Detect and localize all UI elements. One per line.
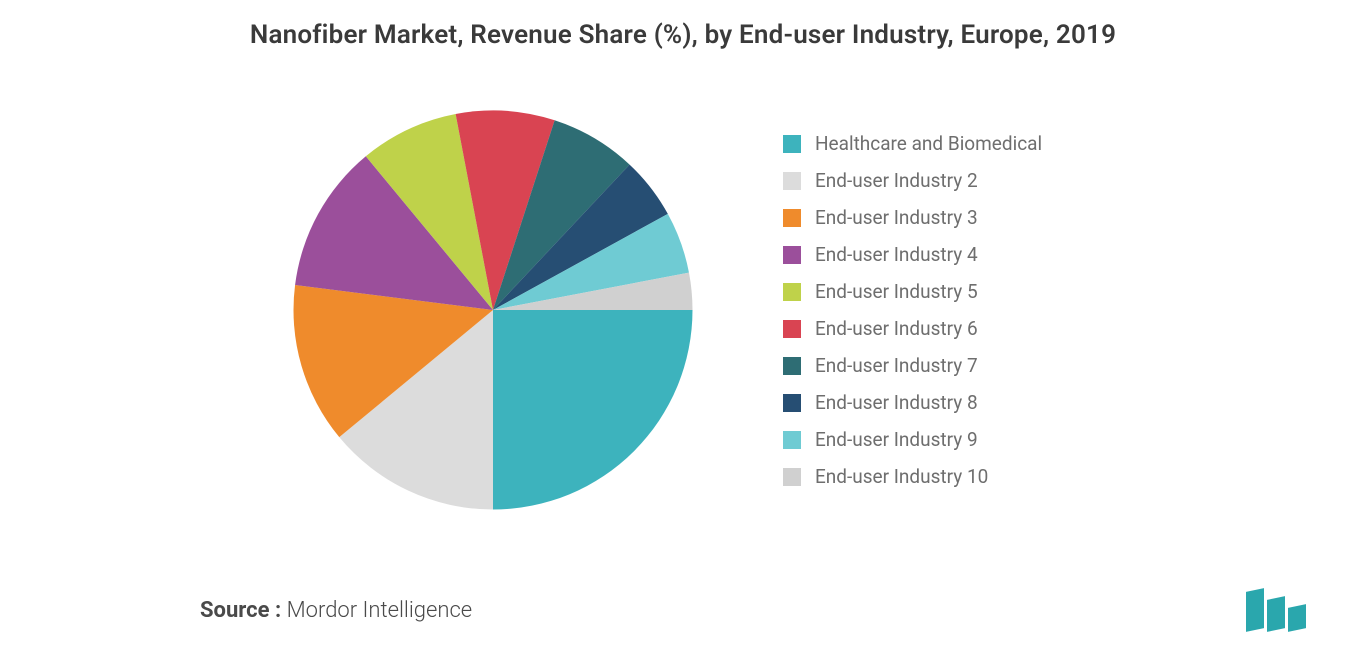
legend-swatch-icon xyxy=(783,357,801,375)
legend-item: End-user Industry 10 xyxy=(783,465,1083,488)
legend-swatch-icon xyxy=(783,468,801,486)
legend-item: End-user Industry 5 xyxy=(783,280,1083,303)
legend-item: End-user Industry 8 xyxy=(783,391,1083,414)
legend-item: End-user Industry 9 xyxy=(783,428,1083,451)
pie-slice xyxy=(493,310,693,510)
legend-item: End-user Industry 4 xyxy=(783,243,1083,266)
legend-swatch-icon xyxy=(783,172,801,190)
legend-swatch-icon xyxy=(783,283,801,301)
legend-swatch-icon xyxy=(783,135,801,153)
legend-swatch-icon xyxy=(783,209,801,227)
legend-label: Healthcare and Biomedical xyxy=(815,132,1042,155)
legend-label: End-user Industry 10 xyxy=(815,465,988,488)
pie-chart xyxy=(283,100,703,520)
legend-item: End-user Industry 3 xyxy=(783,206,1083,229)
legend-swatch-icon xyxy=(783,431,801,449)
legend: Healthcare and Biomedical End-user Indust… xyxy=(783,132,1083,488)
legend-label: End-user Industry 5 xyxy=(815,280,978,303)
source-line: Source : Mordor Intelligence xyxy=(200,598,472,623)
legend-swatch-icon xyxy=(783,320,801,338)
chart-title: Nanofiber Market, Revenue Share (%), by … xyxy=(0,0,1366,60)
footer: Source : Mordor Intelligence xyxy=(0,565,1366,655)
legend-label: End-user Industry 9 xyxy=(815,428,978,451)
legend-item: End-user Industry 7 xyxy=(783,354,1083,377)
source-label: Source : xyxy=(200,598,281,623)
legend-label: End-user Industry 6 xyxy=(815,317,978,340)
legend-item: End-user Industry 2 xyxy=(783,169,1083,192)
source-value: Mordor Intelligence xyxy=(287,598,473,623)
legend-item: Healthcare and Biomedical xyxy=(783,132,1083,155)
legend-swatch-icon xyxy=(783,394,801,412)
logo-bar-icon xyxy=(1267,596,1285,632)
legend-label: End-user Industry 8 xyxy=(815,391,978,414)
legend-label: End-user Industry 3 xyxy=(815,206,978,229)
legend-label: End-user Industry 4 xyxy=(815,243,978,266)
pie-svg xyxy=(283,100,703,520)
chart-area: Healthcare and Biomedical End-user Indust… xyxy=(0,60,1366,570)
legend-swatch-icon xyxy=(783,246,801,264)
legend-label: End-user Industry 2 xyxy=(815,169,978,192)
logo-bar-icon xyxy=(1288,604,1306,632)
logo-bar-icon xyxy=(1246,588,1264,632)
legend-label: End-user Industry 7 xyxy=(815,354,978,377)
legend-item: End-user Industry 6 xyxy=(783,317,1083,340)
brand-logo xyxy=(1246,590,1306,630)
